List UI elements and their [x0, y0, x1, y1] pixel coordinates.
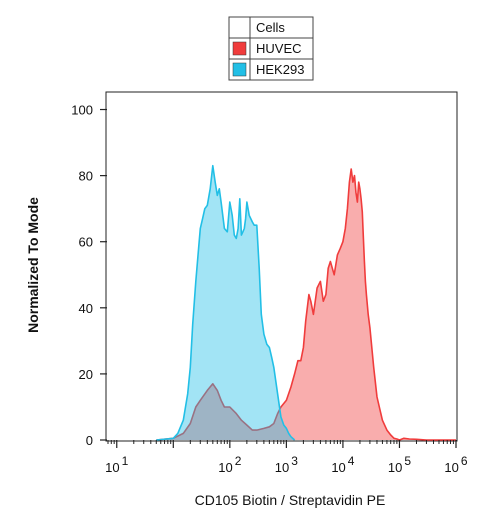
- y-tick-label: 0: [86, 433, 93, 448]
- legend-title: Cells: [256, 20, 285, 35]
- x-tick-label: 10 1: [105, 454, 128, 475]
- x-tick-label: 10 2: [218, 454, 241, 475]
- legend: Cells HUVEC HEK293: [228, 16, 314, 81]
- series-layer: [156, 164, 457, 441]
- y-tick-label: 100: [71, 103, 93, 118]
- legend-swatch-huvec: [232, 41, 247, 56]
- series-huvec-area: [156, 169, 457, 440]
- series-hek293-area: [156, 165, 295, 440]
- y-tick-label: 60: [79, 235, 93, 250]
- y-tick-label: 80: [79, 169, 93, 184]
- y-tick-label: 40: [79, 301, 93, 316]
- legend-label-hek293: HEK293: [256, 62, 304, 77]
- x-tick-label: 10 3: [275, 454, 298, 475]
- plot-frame: [105, 91, 458, 442]
- x-tick-label: 10 5: [388, 454, 411, 475]
- series-huvec-line: [156, 168, 456, 441]
- series-hek293-line: [156, 164, 296, 441]
- axes-layer: 0 20 40 60 80 100 10 1 10 2 10 3 10 4 10 5 10 6: [71, 103, 468, 475]
- x-tick-label: 10 4: [331, 454, 354, 475]
- legend-label-huvec: HUVEC: [256, 41, 302, 56]
- x-tick-label: 10 6: [444, 454, 467, 475]
- x-axis-label: CD105 Biotin / Streptavidin PE: [195, 492, 386, 508]
- legend-swatch-hek293: [232, 62, 247, 77]
- y-axis-label: Normalized To Mode: [25, 197, 41, 333]
- y-tick-label: 20: [79, 367, 93, 382]
